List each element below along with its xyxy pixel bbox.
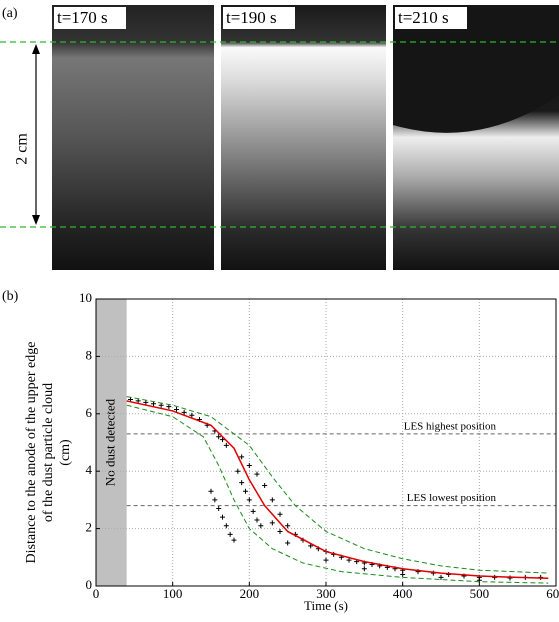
x-axis-label: Time (s) — [304, 598, 348, 613]
x-tick-label: 0 — [93, 586, 100, 601]
data-point — [235, 468, 241, 474]
data-point — [323, 557, 329, 563]
data-point — [254, 471, 260, 477]
y-tick-label: 6 — [86, 405, 93, 420]
data-point — [212, 497, 218, 503]
data-point — [223, 523, 229, 529]
data-point — [220, 437, 225, 443]
data-point — [208, 488, 214, 494]
y-axis-label: (cm) — [58, 439, 73, 466]
data-point — [216, 506, 222, 512]
data-point — [262, 483, 268, 489]
reference-label: LES highest position — [404, 420, 497, 432]
y-tick-label: 0 — [86, 577, 93, 592]
envelope-line — [126, 404, 549, 584]
dark-region — [393, 5, 559, 133]
data-point — [258, 523, 264, 529]
frame-image — [221, 5, 386, 270]
data-point — [216, 434, 222, 440]
data-point — [277, 511, 283, 517]
data-point — [223, 442, 229, 448]
data-point — [250, 508, 256, 514]
data-point — [269, 497, 275, 503]
envelope-line — [126, 396, 549, 574]
shaded-region — [96, 299, 127, 586]
data-point — [227, 531, 233, 537]
data-point — [400, 572, 406, 578]
x-tick-label: 300 — [316, 586, 336, 601]
data-point — [346, 557, 352, 563]
data-point — [246, 497, 252, 503]
panel-label: (b) — [2, 289, 19, 304]
fit-line — [126, 400, 549, 580]
scale-label-bg — [14, 125, 32, 173]
panel-label: (a) — [2, 6, 18, 21]
data-point — [239, 454, 245, 460]
y-tick-label: 4 — [86, 462, 93, 477]
data-point — [243, 488, 248, 494]
data-point — [220, 514, 225, 520]
frame-label-bg — [54, 7, 126, 29]
data-point — [189, 412, 195, 418]
data-point — [239, 480, 245, 486]
reference-label: LES lowest position — [407, 492, 497, 504]
scale-label: 2 cm — [14, 133, 31, 165]
data-point — [174, 406, 179, 412]
frame-image — [52, 5, 214, 270]
x-tick-label: 200 — [240, 586, 260, 601]
data-point — [492, 574, 498, 580]
y-axis-label: of the dust particle cloud — [41, 383, 56, 522]
data-point — [285, 540, 291, 546]
y-tick-label: 8 — [86, 347, 93, 362]
chart: (b) No dust detected 0 100 200 300 400 500 600 0 2… — [2, 289, 559, 613]
data-point — [277, 528, 283, 534]
x-tick-label: 500 — [470, 586, 490, 601]
frame-label: t=210 s — [398, 8, 449, 27]
x-tick-label: 400 — [393, 586, 413, 601]
data-point — [181, 409, 187, 415]
frame-label-bg — [395, 7, 467, 29]
frame-label: t=190 s — [226, 8, 277, 27]
data-point — [285, 523, 291, 529]
frame-label-bg — [223, 7, 295, 29]
data-point — [231, 537, 237, 543]
y-tick-label: 2 — [86, 520, 93, 535]
frame-label: t=170 s — [57, 8, 108, 27]
data-point — [438, 574, 444, 580]
x-tick-label: 100 — [163, 586, 183, 601]
data-point — [507, 575, 513, 581]
plot-frame — [95, 298, 557, 587]
data-point — [361, 566, 367, 572]
data-point — [254, 517, 260, 523]
y-axis-label: Distance to the anode of the upper edge — [24, 342, 39, 564]
y-tick-label: 10 — [79, 290, 92, 305]
data-point — [269, 520, 275, 526]
x-tick-label: 600 — [546, 586, 559, 601]
data-point — [246, 462, 252, 468]
region-label: No dust detected — [102, 398, 117, 486]
